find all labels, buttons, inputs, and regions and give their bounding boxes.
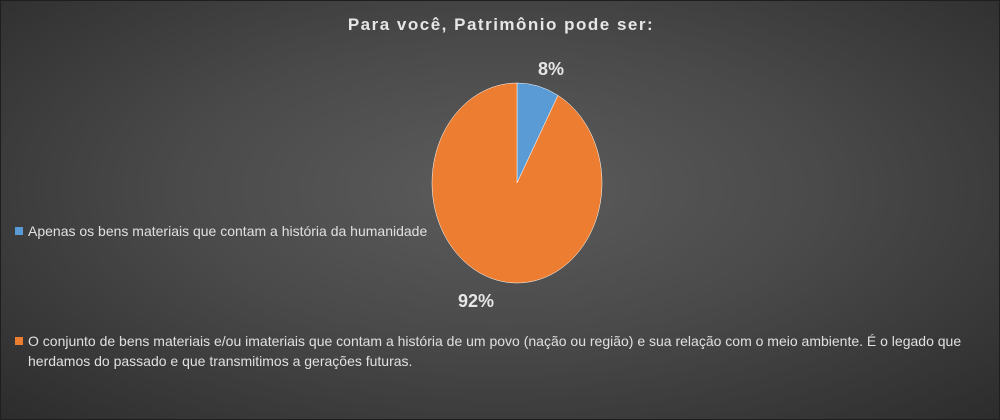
legend-swatch-blue [15, 227, 23, 235]
data-label-8: 8% [538, 59, 565, 79]
legend-item-conjunto-bens: O conjunto de bens materiais e/ou imater… [15, 331, 985, 371]
data-label-92: 92% [458, 291, 495, 311]
legend-label: Apenas os bens materiais que contam a hi… [28, 223, 428, 239]
legend-item-apenas-bens-materiais: Apenas os bens materiais que contam a hi… [15, 221, 475, 241]
pie-slice-conjunto-bens-materiais-imateriais [431, 82, 603, 284]
legend-label: O conjunto de bens materiais e/ou imater… [28, 333, 962, 369]
chart-title: Para você, Patrimônio pode ser: [347, 15, 655, 34]
legend-swatch-orange [15, 337, 23, 345]
